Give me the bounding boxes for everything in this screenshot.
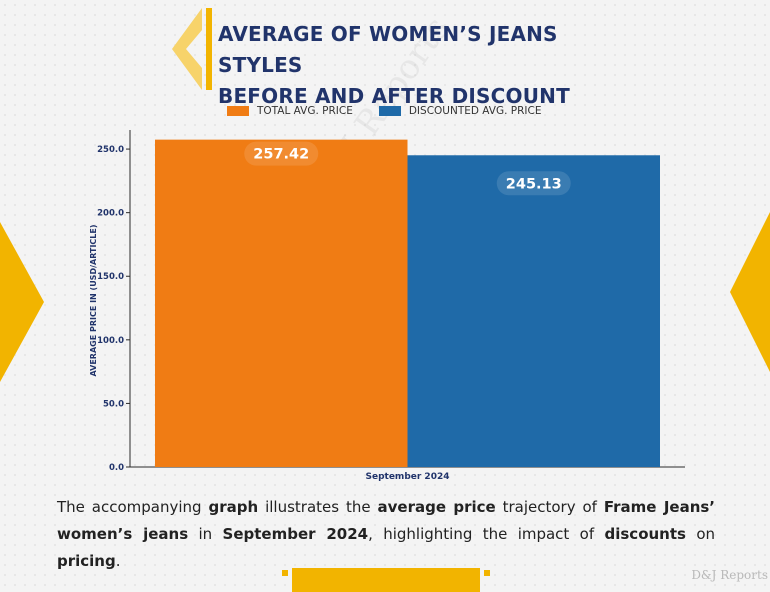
legend-label-discounted: DISCOUNTED AVG. PRICE	[408, 105, 542, 117]
watermark-text: D&J Reports	[691, 568, 768, 582]
data-label-discounted: 245.13	[506, 176, 562, 192]
description-paragraph: The accompanying graph illustrates the a…	[57, 494, 715, 575]
title-line-1: AVERAGE OF WOMEN’S JEANS STYLES	[218, 22, 558, 77]
legend-swatch-total	[227, 106, 249, 116]
y-axis-title: AVERAGE PRICE IN (USD/ARTICLE)	[89, 224, 98, 376]
title-line-2: BEFORE AND AFTER DISCOUNT	[218, 84, 570, 108]
left-diamond-decoration	[0, 222, 44, 382]
bar-chart: 0.0 50.0 100.0 150.0 200.0 250.0 AVERAGE PRICE…	[89, 130, 685, 482]
desc-bold-6: pricing	[57, 552, 116, 570]
legend-swatch-discounted	[378, 106, 401, 116]
bottom-banner-button[interactable]	[282, 568, 490, 592]
desc-text-7: .	[115, 552, 121, 570]
data-label-pill	[244, 141, 319, 166]
desc-bold-3: Frame Jeans’ women’s jeans	[57, 498, 716, 543]
y-tick-label: 0.0	[109, 463, 124, 473]
desc-text-6: on	[685, 525, 716, 543]
chart-legend: TOTAL AVG. PRICE DISCOUNTED AVG. PRICE	[227, 105, 568, 117]
y-tick-label: 200.0	[97, 209, 124, 219]
data-label-total: 257.42	[253, 147, 309, 163]
bar-total	[155, 139, 408, 467]
y-tick-label: 100.0	[97, 336, 124, 346]
legend-label-total: TOTAL AVG. PRICE	[257, 105, 353, 117]
legend-item-discounted: DISCOUNTED AVG. PRICE	[378, 105, 542, 117]
desc-text-2: illustrates the	[258, 498, 378, 516]
y-tick-label: 150.0	[97, 272, 124, 282]
desc-bold-1: graph	[208, 498, 259, 516]
legend-item-total: TOTAL AVG. PRICE	[227, 105, 353, 117]
title-accent-bar	[206, 8, 212, 90]
bar-discounted	[407, 155, 660, 467]
page-title: AVERAGE OF WOMEN’S JEANS STYLES BEFORE A…	[218, 19, 638, 112]
desc-text-4: in	[188, 525, 223, 543]
y-tick-label: 50.0	[103, 399, 124, 409]
right-diamond-decoration	[730, 212, 770, 372]
desc-bold-4: September 2024	[222, 525, 369, 543]
desc-text-1: The accompanying	[57, 498, 209, 516]
x-tick-label: September 2024	[366, 472, 450, 482]
y-tick-label: 250.0	[97, 145, 124, 155]
desc-text-3: trajectory of	[495, 498, 604, 516]
desc-text-5: , highlighting the impact of	[368, 525, 605, 543]
desc-bold-5: discounts	[604, 525, 686, 543]
data-label-pill	[496, 171, 571, 196]
chevron-left-icon	[172, 8, 202, 90]
desc-bold-2: average price	[377, 498, 496, 516]
